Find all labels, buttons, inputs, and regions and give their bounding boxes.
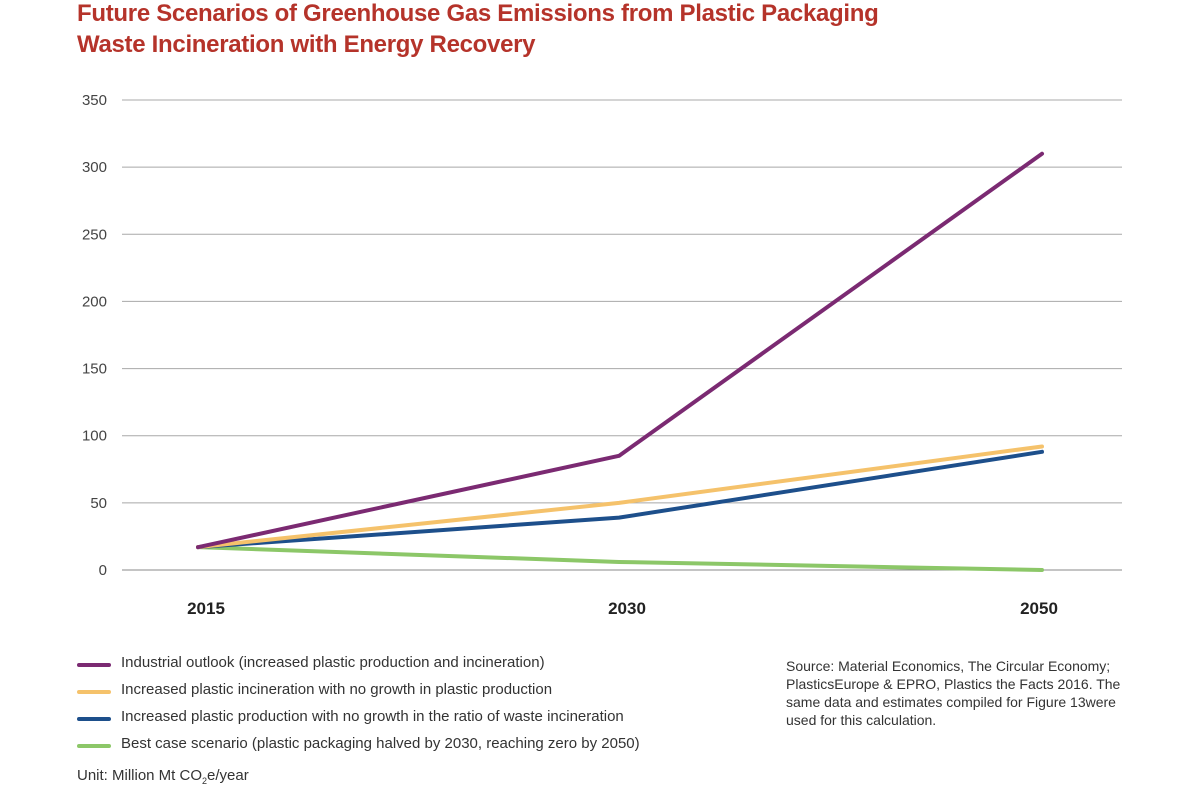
y-axis-ticks: 0 50 100 150 200 250 300 350 bbox=[82, 92, 107, 579]
legend-swatch bbox=[77, 744, 111, 748]
unit-prefix: Unit: Million Mt CO bbox=[77, 767, 203, 784]
unit-subscript: 2 bbox=[202, 776, 208, 786]
legend-label: Best case scenario (plastic packaging ha… bbox=[121, 735, 640, 752]
x-tick-label: 2015 bbox=[187, 599, 225, 618]
y-tick-label: 250 bbox=[82, 226, 107, 243]
unit-label: Unit: Million Mt CO2e/year bbox=[77, 767, 249, 786]
legend-label: Industrial outlook (increased plastic pr… bbox=[121, 654, 545, 671]
y-tick-label: 150 bbox=[82, 361, 107, 378]
series-line bbox=[196, 545, 1044, 572]
source-note: Source: Material Economics, The Circular… bbox=[786, 658, 1121, 728]
grid-lines bbox=[122, 99, 1122, 571]
legend-swatch bbox=[77, 717, 111, 721]
series-line bbox=[196, 449, 1044, 550]
series-lines bbox=[196, 151, 1044, 572]
x-axis-ticks: 2015 2030 2050 bbox=[187, 599, 1058, 618]
x-tick-label: 2030 bbox=[608, 599, 646, 618]
y-tick-label: 300 bbox=[82, 159, 107, 176]
y-tick-label: 50 bbox=[90, 495, 107, 512]
unit-suffix: e/year bbox=[207, 767, 249, 784]
y-tick-label: 350 bbox=[82, 92, 107, 109]
y-tick-label: 0 bbox=[99, 562, 107, 579]
legend-label: Increased plastic incineration with no g… bbox=[121, 681, 553, 698]
y-tick-label: 100 bbox=[82, 428, 107, 445]
line-chart: 0 50 100 150 200 250 300 350 2015 2030 2050 bbox=[82, 92, 1122, 618]
y-tick-label: 200 bbox=[82, 293, 107, 310]
series-line bbox=[196, 151, 1044, 550]
series-line bbox=[196, 444, 1044, 550]
legend-label: Increased plastic production with no gro… bbox=[121, 708, 624, 725]
x-tick-label: 2050 bbox=[1020, 599, 1058, 618]
chart-title-line-2: Waste Incineration with Energy Recovery bbox=[77, 31, 536, 58]
legend-swatch bbox=[77, 663, 111, 667]
legend-swatch bbox=[77, 690, 111, 694]
chart-title-line-1: Future Scenarios of Greenhouse Gas Emiss… bbox=[77, 0, 879, 27]
